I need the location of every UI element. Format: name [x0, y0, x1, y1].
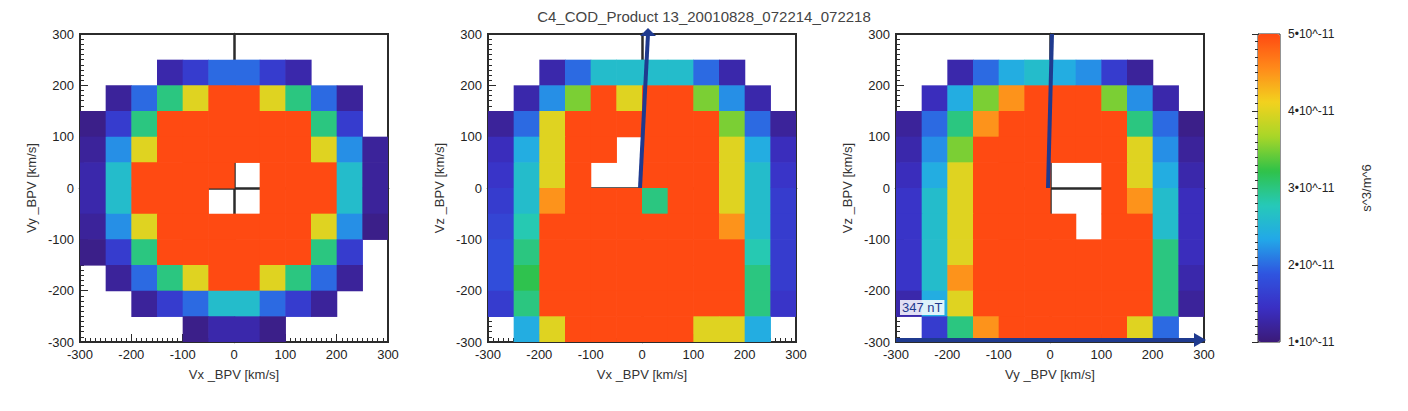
svg-text:4•10^-11: 4•10^-11	[1288, 104, 1335, 118]
svg-text:0: 0	[1046, 347, 1053, 362]
svg-text:-300: -300	[456, 334, 482, 350]
svg-text:300: 300	[377, 347, 399, 362]
svg-text:s^3/m^6: s^3/m^6	[1359, 164, 1374, 212]
svg-text:200: 200	[868, 78, 890, 93]
svg-text:100: 100	[682, 347, 704, 362]
svg-text:-100: -100	[578, 347, 604, 362]
svg-text:-200: -200	[864, 283, 890, 298]
svg-text:-100: -100	[864, 232, 890, 247]
svg-text:200: 200	[1142, 347, 1164, 362]
svg-text:300: 300	[785, 347, 807, 362]
svg-text:-300: -300	[67, 347, 93, 362]
svg-text:100: 100	[1090, 347, 1112, 362]
svg-text:-200: -200	[48, 283, 74, 298]
svg-text:200: 200	[734, 347, 756, 362]
svg-text:Vz _BPV [km/s]: Vz _BPV [km/s]	[432, 143, 447, 233]
svg-text:100: 100	[868, 129, 890, 144]
svg-text:-200: -200	[934, 347, 960, 362]
svg-text:100: 100	[274, 347, 296, 362]
svg-text:200: 200	[326, 347, 348, 362]
svg-text:Vy _BPV [km/s]: Vy _BPV [km/s]	[24, 143, 39, 233]
svg-text:3•10^-11: 3•10^-11	[1288, 181, 1335, 195]
svg-text:Vz _BPV [km/s]: Vz _BPV [km/s]	[840, 143, 855, 233]
svg-text:-200: -200	[456, 283, 482, 298]
svg-text:0: 0	[230, 347, 237, 362]
svg-text:200: 200	[460, 78, 482, 93]
svg-text:5•10^-11: 5•10^-11	[1288, 27, 1335, 41]
svg-text:2•10^-11: 2•10^-11	[1288, 258, 1335, 272]
svg-text:200: 200	[52, 78, 74, 93]
svg-text:0: 0	[883, 181, 890, 196]
svg-text:Vx _BPV [km/s]: Vx _BPV [km/s]	[189, 367, 279, 382]
svg-text:-300: -300	[883, 347, 909, 362]
svg-text:300: 300	[460, 27, 482, 42]
svg-text:-200: -200	[526, 347, 552, 362]
svg-text:-300: -300	[48, 334, 74, 350]
svg-text:0: 0	[67, 181, 74, 196]
svg-text:-200: -200	[118, 347, 144, 362]
svg-text:0: 0	[638, 347, 645, 362]
svg-text:Vx _BPV [km/s]: Vx _BPV [km/s]	[597, 367, 687, 382]
svg-text:-300: -300	[475, 347, 501, 362]
svg-text:1•10^-11: 1•10^-11	[1288, 335, 1335, 349]
svg-text:Vy _BPV [km/s]: Vy _BPV [km/s]	[1005, 367, 1095, 382]
svg-text:C4_COD_Product 13_20010828_072: C4_COD_Product 13_20010828_072214_072218	[537, 8, 871, 25]
svg-text:-100: -100	[48, 232, 74, 247]
svg-text:100: 100	[460, 129, 482, 144]
svg-text:300: 300	[1193, 347, 1215, 362]
svg-text:-100: -100	[986, 347, 1012, 362]
svg-text:-100: -100	[170, 347, 196, 362]
svg-text:347 nT: 347 nT	[902, 300, 943, 315]
svg-text:-300: -300	[864, 334, 890, 350]
svg-text:100: 100	[52, 129, 74, 144]
svg-text:0: 0	[475, 181, 482, 196]
svg-text:-100: -100	[456, 232, 482, 247]
svg-text:300: 300	[52, 27, 74, 42]
svg-text:300: 300	[868, 27, 890, 42]
